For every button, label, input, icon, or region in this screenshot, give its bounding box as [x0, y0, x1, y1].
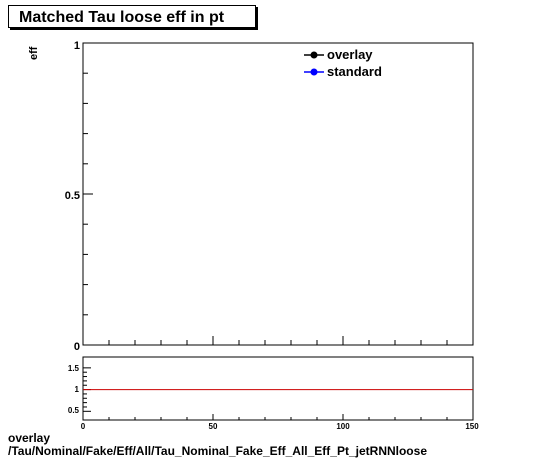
y-tick-label-0: 0 — [74, 341, 80, 353]
x-tick-label-150: 150 — [465, 422, 479, 431]
ratio-axis-ticks — [82, 367, 474, 420]
main-plot-frame — [82, 42, 474, 346]
y-tick-label-1: 1 — [74, 40, 80, 52]
ratio-y-tick-1: 1 — [75, 385, 80, 394]
histogram-path: /Tau/Nominal/Fake/Eff/All/Tau_Nominal_Fa… — [8, 444, 427, 458]
x-tick-label-50: 50 — [209, 422, 218, 431]
ratio-plot-frame — [82, 356, 474, 421]
y-axis-label: eff — [28, 46, 40, 60]
legend-overlay-marker — [310, 51, 318, 59]
legend-standard-marker — [310, 68, 318, 76]
ratio-y-tick-1-5: 1.5 — [68, 364, 80, 373]
chart-title: Matched Tau loose eff in pt — [8, 5, 256, 28]
x-tick-label-100: 100 — [336, 422, 350, 431]
x-tick-label-0: 0 — [81, 422, 86, 431]
ratio-y-tick-0-5: 0.5 — [68, 406, 80, 415]
legend-standard-label: standard — [327, 64, 382, 79]
legend: overlay standard — [304, 47, 382, 79]
footer-label: overlay — [8, 431, 51, 445]
legend-overlay-label: overlay — [327, 47, 373, 62]
main-axis-ticks — [82, 42, 474, 346]
y-tick-label-0-5: 0.5 — [65, 190, 80, 202]
